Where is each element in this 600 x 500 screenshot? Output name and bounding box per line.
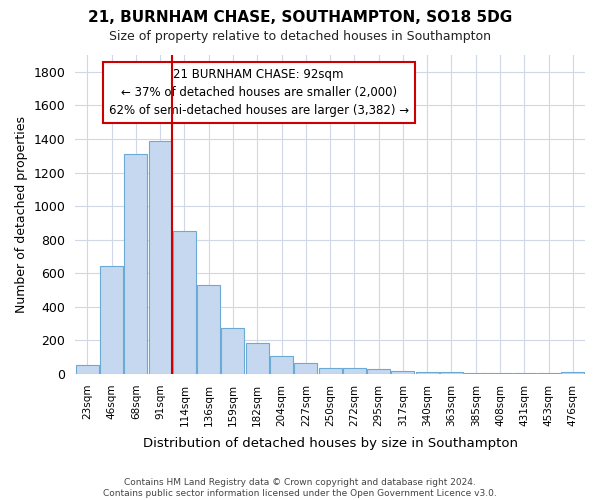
Bar	[343, 368, 366, 374]
Text: Size of property relative to detached houses in Southampton: Size of property relative to detached ho…	[109, 30, 491, 43]
Y-axis label: Number of detached properties: Number of detached properties	[15, 116, 28, 313]
Bar	[440, 372, 463, 374]
Bar	[294, 362, 317, 374]
X-axis label: Distribution of detached houses by size in Southampton: Distribution of detached houses by size …	[143, 437, 518, 450]
Bar	[76, 365, 99, 374]
Bar	[319, 368, 341, 374]
Bar	[149, 142, 172, 374]
Bar	[416, 372, 439, 374]
Bar	[464, 372, 487, 374]
Bar	[246, 343, 269, 374]
Bar	[391, 371, 415, 374]
Text: Contains HM Land Registry data © Crown copyright and database right 2024.
Contai: Contains HM Land Registry data © Crown c…	[103, 478, 497, 498]
Text: 21 BURNHAM CHASE: 92sqm
← 37% of detached houses are smaller (2,000)
62% of semi: 21 BURNHAM CHASE: 92sqm ← 37% of detache…	[109, 68, 409, 117]
Bar	[197, 285, 220, 374]
Bar	[221, 328, 244, 374]
Bar	[537, 373, 560, 374]
Bar	[367, 370, 390, 374]
Bar	[173, 232, 196, 374]
Bar	[488, 373, 512, 374]
Bar	[562, 372, 584, 374]
Text: 21, BURNHAM CHASE, SOUTHAMPTON, SO18 5DG: 21, BURNHAM CHASE, SOUTHAMPTON, SO18 5DG	[88, 10, 512, 25]
Bar	[270, 356, 293, 374]
Bar	[100, 266, 123, 374]
Bar	[513, 373, 536, 374]
Bar	[124, 154, 148, 374]
